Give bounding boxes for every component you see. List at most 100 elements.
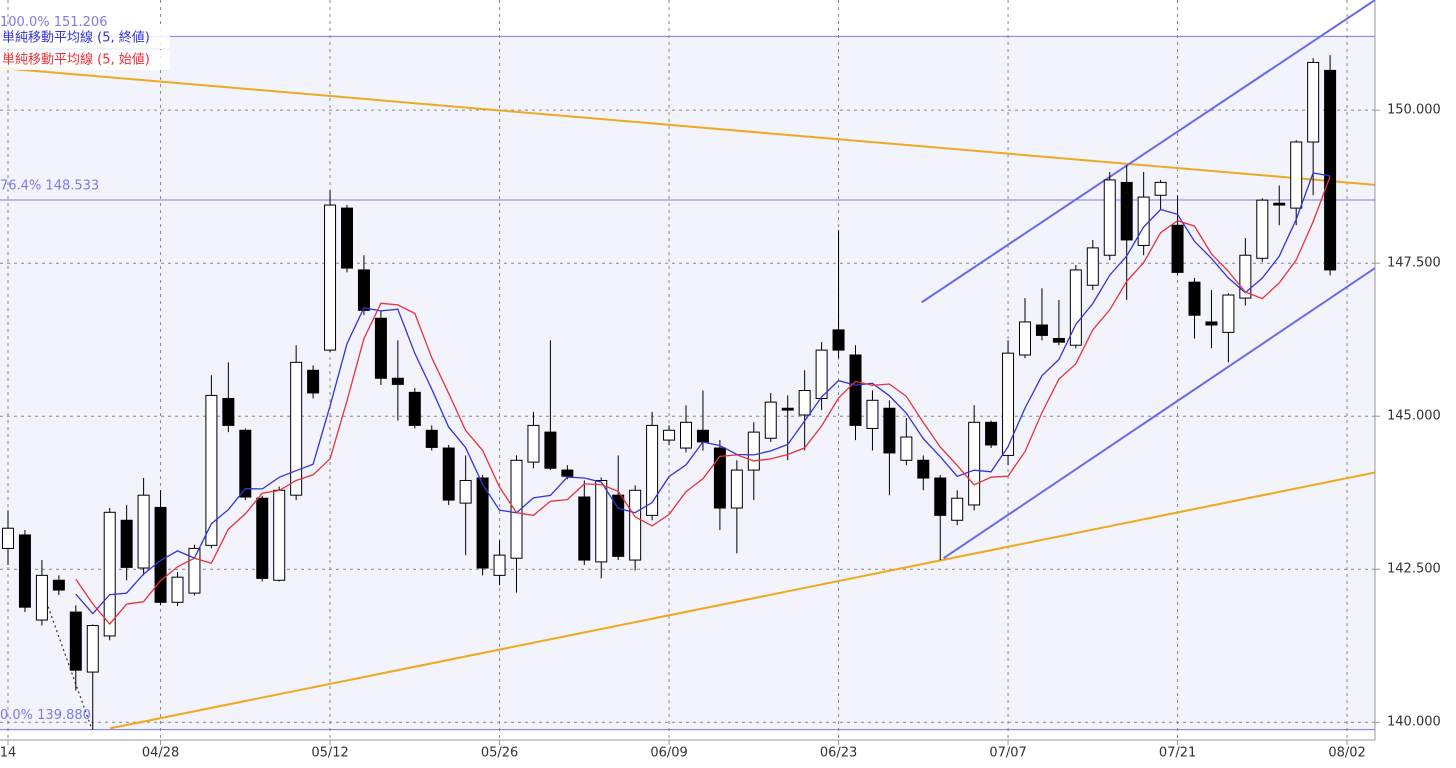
candle-body [188,547,201,594]
candle-body [832,329,845,351]
candle-body [1307,61,1320,143]
candle-body [1273,202,1286,206]
x-tick-label: 14 [0,746,16,761]
y-tick-label: 140.000 [1387,715,1441,730]
legend-background [0,50,170,70]
moving-average-line [75,176,1331,626]
candle-body [646,424,659,516]
candle-body [35,574,48,621]
candle-body [1086,247,1099,286]
candle-body [1035,324,1048,336]
candle-body [69,611,82,671]
x-tick-label: 05/26 [481,746,518,761]
candle-body [171,576,184,603]
candle-body [239,429,252,498]
candle-body [1290,141,1303,209]
candle-body [425,429,438,448]
candle-body [612,494,625,557]
candle-body [578,496,591,561]
candle-body [1205,321,1218,326]
y-tick-label: 145.000 [1387,409,1441,424]
x-tick-label: 06/23 [820,746,857,761]
fibonacci-band [0,36,1375,730]
candle-body [1052,337,1065,343]
candle-body [1154,181,1167,196]
fibonacci-label: 76.4% 148.533 [0,178,99,193]
candle-body [408,391,421,426]
x-tick-label: 08/02 [1328,746,1365,761]
candle-body [866,399,879,429]
candle-body [1019,321,1031,356]
candle-body [561,469,574,477]
candle-body [883,407,896,454]
candle-body [154,506,167,603]
candle-body [747,431,760,471]
candle-body [781,407,794,411]
candle-body [1324,69,1337,271]
y-tick-label: 142.500 [1387,562,1441,577]
candle-body [680,421,692,449]
candle-body [256,497,269,579]
candle-body [493,554,506,576]
candle-body [764,401,777,439]
overlay: 100.0% 151.206 76.4% 148.533 0.0% 139.880 単… [0,15,170,723]
candle-body [324,204,337,351]
candle-body [1137,196,1150,246]
candle-body [205,394,218,546]
trend-line [943,267,1375,560]
candle-body [1120,181,1133,241]
legend-background [0,28,170,48]
candle-body [1256,199,1269,259]
candle-body [1002,352,1015,456]
candle-body [595,479,608,563]
x-tick-label: 04/28 [142,746,179,761]
trend-line [0,66,1375,186]
candle-body [273,489,286,581]
plot-area [0,0,1375,740]
candle-body [900,436,913,461]
candle-body [917,459,930,479]
candle-body [730,469,743,509]
candle-body [713,447,726,509]
legend-label: 単純移動平均線 (5, 終値) [2,30,150,46]
candle-body [663,429,676,441]
x-tick-label: 06/09 [650,746,687,761]
fibonacci-label: 0.0% 139.880 [0,708,91,723]
candle-body [103,511,116,637]
candle-body [137,494,150,569]
candle-body [1188,281,1201,316]
x-tick-label: 05/12 [311,746,348,761]
candle-body [1171,224,1184,273]
y-tick-label: 150.000 [1387,103,1441,118]
candle-body [357,269,370,311]
candle-body [374,317,387,379]
candle-body [544,431,557,469]
candle-body [951,497,964,521]
candle-body [985,421,998,446]
candle-body [798,390,811,416]
candle-body [442,447,455,501]
candle-body [1222,294,1235,333]
candle-body [1103,179,1116,256]
candle-body [934,477,947,516]
candle-body [120,519,133,568]
candle-body [18,534,31,608]
candle-body [459,479,472,504]
candle-body [52,579,65,591]
trend-line [921,0,1375,304]
candle-body [307,369,320,394]
candle-body [86,625,99,673]
legend-label: 単純移動平均線 (5, 始値) [2,52,150,68]
x-tick-label: 07/07 [989,746,1026,761]
candle-body [1239,254,1252,299]
trend-line [109,471,1375,730]
candle-body [476,477,489,569]
candle-body [2,527,14,549]
candle-body [849,354,862,426]
moving-average-line [75,172,1331,615]
candle-body [222,397,235,426]
candle-body [1069,269,1082,346]
candle-body [629,489,642,561]
